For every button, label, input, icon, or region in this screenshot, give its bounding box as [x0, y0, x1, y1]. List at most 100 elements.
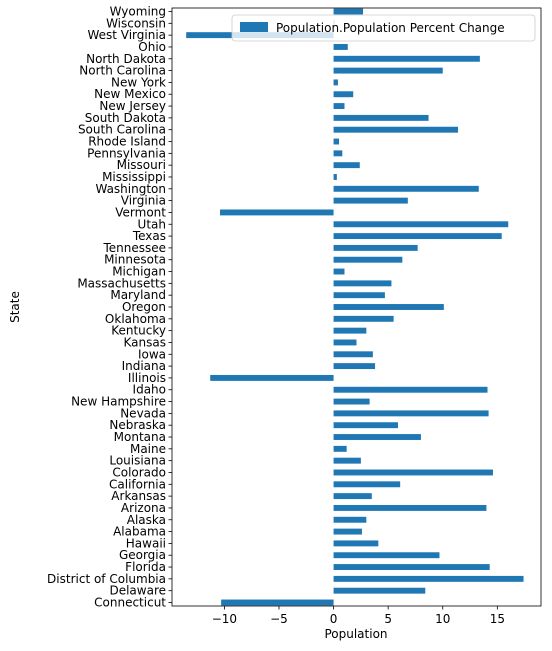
bar: [333, 493, 372, 500]
y-tick-label: Wisconsin: [106, 16, 166, 30]
y-tick-label: Georgia: [119, 548, 166, 562]
bar: [333, 398, 370, 405]
bar: [333, 233, 502, 240]
y-tick-label: Utah: [138, 217, 166, 231]
bars-group: [186, 8, 524, 606]
y-tick-label: Hawaii: [126, 536, 166, 550]
bar: [333, 351, 373, 358]
bar: [333, 197, 408, 204]
bar: [333, 504, 487, 511]
y-tick-label: Missouri: [117, 158, 166, 172]
bar: [333, 79, 338, 86]
bar: [333, 516, 367, 523]
y-tick-label: Maryland: [110, 288, 166, 302]
bar: [333, 126, 459, 133]
bar: [333, 540, 379, 547]
y-tick-label: Rhode Island: [88, 135, 166, 149]
y-tick-label: Arkansas: [111, 489, 166, 503]
bar: [333, 268, 345, 275]
y-tick-label: Florida: [125, 560, 166, 574]
y-tick-label: Massachusetts: [77, 276, 166, 290]
bar: [333, 221, 509, 228]
bar: [333, 386, 488, 393]
bar: [220, 209, 334, 216]
y-tick-label: Indiana: [122, 359, 166, 373]
y-tick-label: Tennessee: [102, 241, 166, 255]
y-tick-label: Mississippi: [102, 170, 166, 184]
bar: [221, 599, 334, 606]
y-tick-label: Nevada: [120, 406, 166, 420]
y-tick-label: Louisiana: [109, 454, 166, 468]
bar: [210, 374, 334, 381]
legend-entry: Population.Population Percent Change: [276, 21, 505, 35]
x-tick-label: −5: [270, 612, 288, 626]
bar: [333, 44, 348, 50]
y-tick-label: Virginia: [121, 194, 166, 208]
y-tick-label: Nebraska: [109, 418, 166, 432]
y-tick-label: Pennsylvania: [87, 146, 166, 160]
y-tick-label: Wyoming: [110, 5, 166, 19]
plot-frame: [171, 7, 542, 607]
bar: [333, 587, 426, 594]
y-tick-label: South Dakota: [85, 111, 166, 125]
bar: [333, 564, 490, 570]
bar: [333, 103, 345, 110]
bar: [333, 162, 360, 169]
y-tick-label: North Carolina: [79, 64, 166, 78]
y-tick-label: Oregon: [122, 300, 166, 314]
y-tick-label: Illinois: [128, 371, 166, 385]
y-tick-label: Maine: [130, 442, 166, 456]
y-tick-label: Texas: [132, 229, 166, 243]
y-axis-label: State: [8, 291, 22, 323]
legend-frame: [231, 14, 536, 42]
x-tick-label: −10: [212, 612, 237, 626]
y-tick-label: California: [109, 477, 166, 491]
x-axis-label: Population: [324, 627, 387, 641]
bar: [333, 339, 357, 346]
bar: [333, 304, 444, 310]
y-tick-label: Colorado: [112, 465, 166, 479]
bar: [333, 55, 480, 62]
y-tick-label: New Mexico: [94, 87, 166, 101]
bar: [333, 91, 354, 98]
bar: [333, 174, 337, 180]
y-tick-label: Delaware: [109, 584, 166, 598]
x-tick-label: 5: [384, 612, 392, 626]
bar: [333, 481, 401, 488]
y-tick-label: North Dakota: [86, 52, 166, 66]
bar: [333, 422, 398, 429]
y-tick-label: Alabama: [113, 525, 166, 539]
bar: [333, 552, 440, 559]
y-tick-label: New York: [111, 75, 166, 89]
y-tick-label: Alaska: [127, 513, 166, 527]
y-tick-label: Arizona: [121, 501, 166, 515]
y-tick-label: Washington: [95, 182, 166, 196]
y-tick-label: South Carolina: [78, 123, 166, 137]
y-tick-label: District of Columbia: [47, 572, 166, 586]
bar: [333, 315, 394, 322]
bar: [333, 327, 367, 334]
y-tick-label: Montana: [114, 430, 166, 444]
y-tick-label: Connecticut: [94, 596, 166, 610]
y-tick-label: Ohio: [138, 40, 166, 54]
bar: [333, 434, 421, 440]
x-tick-label: 0: [330, 612, 338, 626]
legend: Population.Population Percent Change: [231, 14, 536, 42]
bar: [333, 8, 364, 15]
x-axis-ticks: −10 −5 0 5 10 15: [212, 606, 505, 626]
bar: [333, 138, 340, 145]
bar: [333, 114, 429, 121]
bar: [333, 457, 361, 464]
bar: [333, 363, 376, 370]
y-tick-label: Vermont: [115, 205, 166, 219]
y-tick-label: Kentucky: [111, 324, 166, 338]
y-tick-label: Minnesota: [104, 253, 166, 267]
y-tick-label: New Hampshire: [71, 395, 166, 409]
bar: [333, 410, 489, 417]
bar: [333, 244, 418, 251]
y-tick-label: Idaho: [133, 383, 166, 397]
legend-swatch: [240, 22, 268, 32]
bar: [333, 67, 443, 74]
